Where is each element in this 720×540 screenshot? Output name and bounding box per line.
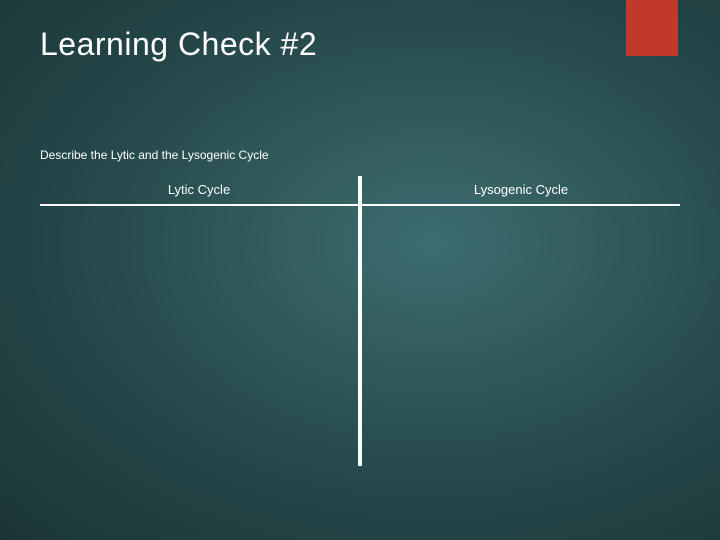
table-header-underline-left <box>40 204 358 206</box>
comparison-table: Lytic Cycle Lysogenic Cycle <box>40 176 680 466</box>
table-header-underline-right <box>362 204 680 206</box>
column-header-left: Lytic Cycle <box>40 182 358 197</box>
table-vertical-divider <box>358 176 362 466</box>
column-header-right: Lysogenic Cycle <box>362 182 680 197</box>
slide-title: Learning Check #2 <box>40 26 317 63</box>
slide-subtitle: Describe the Lytic and the Lysogenic Cyc… <box>40 148 269 162</box>
accent-bar <box>626 0 678 56</box>
